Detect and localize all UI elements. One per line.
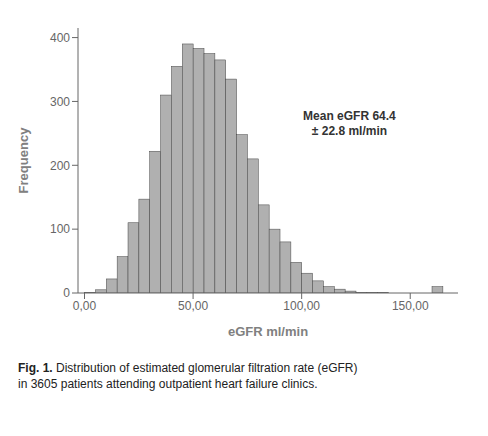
svg-text:150,00: 150,00 — [392, 299, 429, 313]
svg-text:200: 200 — [50, 159, 70, 173]
svg-text:eGFR ml/min: eGFR ml/min — [228, 324, 308, 339]
html-text:Fig. 1. Distribution of estima: Fig. 1. Distribution of estimated glomer… — [18, 361, 358, 391]
svg-text:300: 300 — [50, 95, 70, 109]
svg-text:Frequency: Frequency — [16, 127, 31, 194]
svg-text:0: 0 — [63, 286, 70, 300]
svg-text:400: 400 — [50, 31, 70, 45]
svg-text:Mean eGFR 64.4± 22.8 ml/min: Mean eGFR 64.4± 22.8 ml/min — [303, 109, 396, 138]
svg-text:100,00: 100,00 — [283, 299, 320, 313]
svg-text:0,00: 0,00 — [73, 299, 97, 313]
svg-text:100: 100 — [50, 222, 70, 236]
svg-text:50,00: 50,00 — [178, 299, 208, 313]
